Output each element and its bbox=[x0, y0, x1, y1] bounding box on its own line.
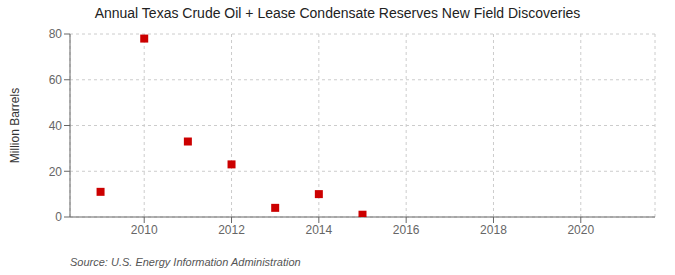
svg-text:2016: 2016 bbox=[393, 223, 420, 237]
svg-text:80: 80 bbox=[49, 27, 63, 41]
svg-text:20: 20 bbox=[49, 165, 63, 179]
svg-text:2020: 2020 bbox=[567, 223, 594, 237]
svg-text:60: 60 bbox=[49, 73, 63, 87]
svg-text:2014: 2014 bbox=[305, 223, 332, 237]
svg-text:Million Barrels: Million Barrels bbox=[8, 88, 22, 163]
svg-text:2018: 2018 bbox=[480, 223, 507, 237]
svg-text:2010: 2010 bbox=[131, 223, 158, 237]
html-text:Source: U.S. Energy Informatio: Source: U.S. Energy Information Administ… bbox=[70, 256, 301, 268]
html-text:Annual Texas Crude Oil + Lease: Annual Texas Crude Oil + Lease Condensat… bbox=[94, 5, 581, 21]
svg-text:2012: 2012 bbox=[218, 223, 245, 237]
svg-text:0: 0 bbox=[55, 210, 62, 224]
svg-text:40: 40 bbox=[49, 119, 63, 133]
